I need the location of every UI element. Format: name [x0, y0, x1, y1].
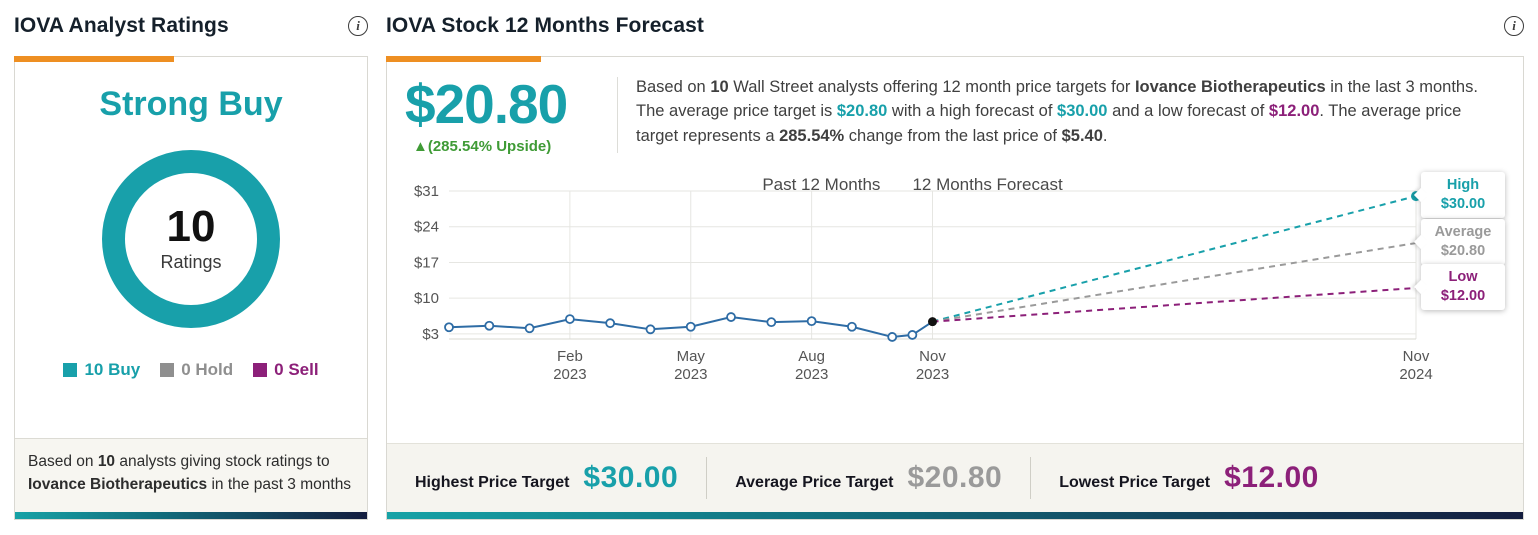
analyst-ratings-panel: Strong Buy 10 Ratings 10 Buy 0 Hold 0 Sell…	[14, 56, 368, 520]
legend-swatch	[253, 363, 268, 377]
ratings-donut: 10 Ratings	[102, 150, 280, 328]
legend-label: 0 Sell	[274, 360, 319, 379]
forecast-column: IOVA Stock 12 Months Forecast i $20.80 ▲…	[386, 8, 1524, 520]
svg-text:Aug: Aug	[798, 348, 825, 365]
forecast-badge-average: Average $20.80	[1413, 219, 1505, 265]
forecast-badge-high: High $30.00	[1413, 172, 1505, 218]
svg-text:Nov: Nov	[919, 348, 946, 365]
legend-item-buy: 10 Buy	[63, 360, 140, 380]
info-icon-ratings[interactable]: i	[348, 16, 368, 36]
legend-label: 10 Buy	[84, 360, 141, 379]
average-price-target: $20.80	[405, 73, 568, 135]
legend-item-hold: 0 Hold	[160, 360, 233, 380]
text-segment: Wall Street analysts offering 12 month p…	[728, 78, 1135, 96]
ratings-count: 10	[166, 202, 216, 251]
text-segment: $5.40	[1061, 126, 1103, 145]
forecast-summary-text: Based on 10 Wall Street analysts offerin…	[636, 75, 1505, 155]
target-label: Lowest Price Target	[1059, 474, 1211, 491]
legend-label: 0 Hold	[181, 360, 234, 379]
text-segment: Based on	[28, 453, 98, 471]
target-label: Average Price Target	[735, 474, 894, 491]
vertical-divider	[617, 77, 618, 153]
text-segment: 10	[710, 78, 729, 96]
forecast-chart-area: $31 $24 $17 $10 $3 Feb 2023 May 2023 Aug 2023 Nov 20…	[405, 172, 1505, 443]
text-segment: $20.80	[836, 102, 888, 121]
text-segment: and a low forecast of	[1107, 102, 1269, 121]
right-panel-header: IOVA Stock 12 Months Forecast i	[386, 8, 1524, 44]
brand-gradient-strip	[387, 512, 1523, 519]
target-label: Highest Price Target	[415, 474, 570, 491]
text-segment: change from the last price of	[844, 126, 1062, 145]
text-segment: Iovance Biotherapeutics	[28, 475, 208, 493]
ratings-footnote: Based on 10 analysts giving stock rating…	[15, 438, 367, 512]
forecast-badge-low: Low $12.00	[1413, 263, 1505, 310]
price-target-lowest: Lowest Price Target $12.00	[1031, 461, 1347, 495]
brand-gradient-strip	[15, 512, 367, 519]
target-value: $30.00	[583, 461, 679, 494]
average-price-target-block: $20.80 ▲(285.54% Upside)	[405, 73, 617, 156]
text-segment: in the past 3 months	[207, 475, 352, 493]
svg-text:Feb: Feb	[557, 348, 583, 365]
ratings-legend: 10 Buy 0 Hold 0 Sell	[15, 360, 367, 380]
text-segment: $12.00	[1268, 102, 1320, 121]
text-segment: Iovance Biotherapeutics	[1134, 78, 1326, 96]
text-segment: $30.00	[1057, 102, 1108, 121]
svg-text:2023: 2023	[553, 366, 586, 383]
badge-title: High	[1446, 177, 1480, 194]
svg-text:Nov: Nov	[1403, 348, 1430, 365]
left-panel-header: IOVA Analyst Ratings i	[14, 8, 368, 44]
legend-item-sell: 0 Sell	[253, 360, 319, 380]
target-value: $12.00	[1224, 461, 1319, 494]
badge-value: $20.80	[1440, 242, 1486, 259]
consensus-rating: Strong Buy	[99, 85, 283, 123]
page: IOVA Analyst Ratings i Strong Buy 10 Rat…	[14, 8, 1524, 520]
svg-text:May: May	[677, 348, 706, 365]
svg-text:$31: $31	[414, 183, 439, 200]
targets-divider	[1030, 457, 1032, 499]
svg-text:$10: $10	[414, 290, 439, 307]
ratings-count-label: Ratings	[160, 252, 222, 272]
text-segment: .	[1102, 126, 1108, 145]
left-panel-title: IOVA Analyst Ratings	[14, 14, 229, 37]
legend-swatch	[63, 363, 78, 377]
badge-value: $30.00	[1440, 195, 1486, 212]
forecast-chart: $31$24$17$10$3Feb2023May2023Aug2023Nov20…	[414, 183, 1433, 383]
svg-text:2023: 2023	[795, 366, 828, 383]
text-segment: analysts giving stock ratings to	[115, 453, 330, 471]
text-segment: with a high forecast of	[887, 102, 1058, 121]
text-segment: in the last 3 months. The average price …	[636, 78, 1478, 121]
badge-value: $12.00	[1440, 287, 1486, 304]
svg-text:$3: $3	[422, 326, 439, 343]
price-targets-bar: Highest Price Target $30.00 Average Price …	[387, 443, 1523, 512]
legend-swatch	[160, 363, 175, 377]
targets-divider	[706, 457, 708, 499]
forecast-panel: $20.80 ▲(285.54% Upside) Based on 10 Wal…	[386, 56, 1524, 520]
svg-text:2023: 2023	[916, 366, 949, 383]
svg-text:2024: 2024	[1399, 366, 1432, 383]
right-panel-title: IOVA Stock 12 Months Forecast	[386, 14, 704, 37]
orange-accent-bar	[386, 56, 541, 62]
upside-percent: ▲(285.54% Upside)	[413, 138, 552, 155]
text-segment: . The average price target represents a	[636, 102, 1462, 145]
badge-title: Low	[1448, 268, 1478, 285]
svg-text:2023: 2023	[674, 366, 707, 383]
svg-text:$17: $17	[414, 254, 439, 271]
text-segment: 285.54%	[779, 126, 845, 145]
price-target-highest: Highest Price Target $30.00	[387, 461, 706, 495]
target-value: $20.80	[907, 461, 1003, 494]
info-icon-forecast[interactable]: i	[1504, 16, 1524, 36]
analyst-ratings-column: IOVA Analyst Ratings i Strong Buy 10 Rat…	[14, 8, 368, 520]
forecast-summary-row: $20.80 ▲(285.54% Upside) Based on 10 Wal…	[387, 57, 1523, 159]
badge-title: Average	[1434, 224, 1492, 241]
svg-text:$24: $24	[414, 219, 439, 236]
text-segment: Based on	[636, 78, 711, 96]
text-segment: 10	[97, 453, 116, 471]
orange-accent-bar	[14, 56, 174, 62]
price-target-average: Average Price Target $20.80	[707, 461, 1030, 495]
